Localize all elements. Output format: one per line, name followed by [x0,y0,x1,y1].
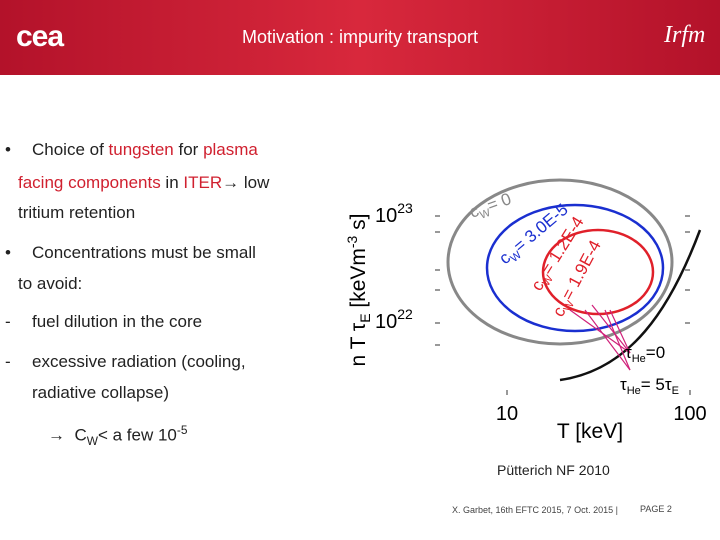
text: → low [222,173,270,192]
text: C [74,425,87,445]
text: = 5τ [641,375,672,394]
superscript: 23 [397,200,413,216]
bullet-line: fuel dilution in the core [32,312,202,332]
conclusion: → CW< a few 10-5 [48,423,187,448]
contour [446,178,674,346]
caption: Pütterich NF 2010 [497,462,610,478]
highlight-text: ITER [183,173,223,192]
y-axis-label: n T τE [keVm-3 s] [344,213,373,366]
text: n T [347,331,370,366]
subscript: He [632,353,646,365]
x-tick-label: 10 [496,403,518,425]
tau-lines [569,304,631,371]
bullet-line: facing components in ITER→ low [18,173,269,193]
highlight-text: facing components [18,173,161,192]
ignition-curve [559,229,702,382]
bullet-marker: • [5,140,11,159]
text: [keVm [347,248,370,313]
bullet-marker: • [5,243,11,262]
text: s] [347,213,370,235]
text: excessive radiation (cooling, [32,352,246,371]
footer-credit: X. Garbet, 16th EFTC 2015, 7 Oct. 2015 | [452,505,618,515]
arrow: → [48,425,65,445]
text: =0 [646,343,665,362]
tau-label: τHe=0 [625,343,665,365]
text: radiative collapse) [32,383,170,402]
highlight-text: plasma [203,140,258,159]
text: fuel dilution in the core [32,312,203,331]
superscript: -3 [344,235,360,248]
tau-label: τHe= 5τE [620,375,679,397]
text: Concentrations must be small [32,243,256,262]
highlight-text: tungsten [108,140,174,159]
contour [485,203,665,333]
slide-title: Motivation : impurity transport [241,27,479,47]
bullet-marker: - [5,352,11,371]
text: 10 [375,205,397,227]
header-banner [0,0,720,75]
bullet-line: tritium retention [18,203,135,223]
superscript: -5 [176,423,188,437]
superscript: 22 [397,306,413,322]
bullet-line: excessive radiation (cooling, [32,352,246,372]
page-number: PAGE 2 [640,504,672,514]
logo-left: cea [16,20,64,53]
text: Choice of [32,140,109,159]
subscript: W [86,434,98,449]
text: τ [347,322,370,331]
subscript: He [627,385,641,397]
text: τ [625,343,632,362]
text: tritium retention [18,203,136,222]
text: τ [620,375,627,394]
text: to avoid: [18,274,83,293]
y-tick-label: 1023 [375,200,413,227]
x-axis-label: T [keV] [557,420,623,443]
x-tick-label: 100 [673,403,706,425]
bullet-line: Choice of tungsten for plasma [32,140,258,160]
bullet-line: radiative collapse) [32,383,169,403]
subscript: E [357,313,373,322]
bullet-line: to avoid: [18,274,82,294]
y-tick-label: 1022 [375,306,413,333]
bullet-line: Concentrations must be small [32,243,256,263]
logo-right: Irfm [664,22,706,48]
contour [541,228,655,316]
ticks [435,215,691,395]
text: 10 [375,311,397,333]
subscript: W [478,207,492,222]
subscript: E [672,385,679,397]
text: < a few 10 [97,425,177,445]
text: in [160,173,184,192]
bullet-marker: - [5,312,11,331]
text: for [173,140,204,159]
